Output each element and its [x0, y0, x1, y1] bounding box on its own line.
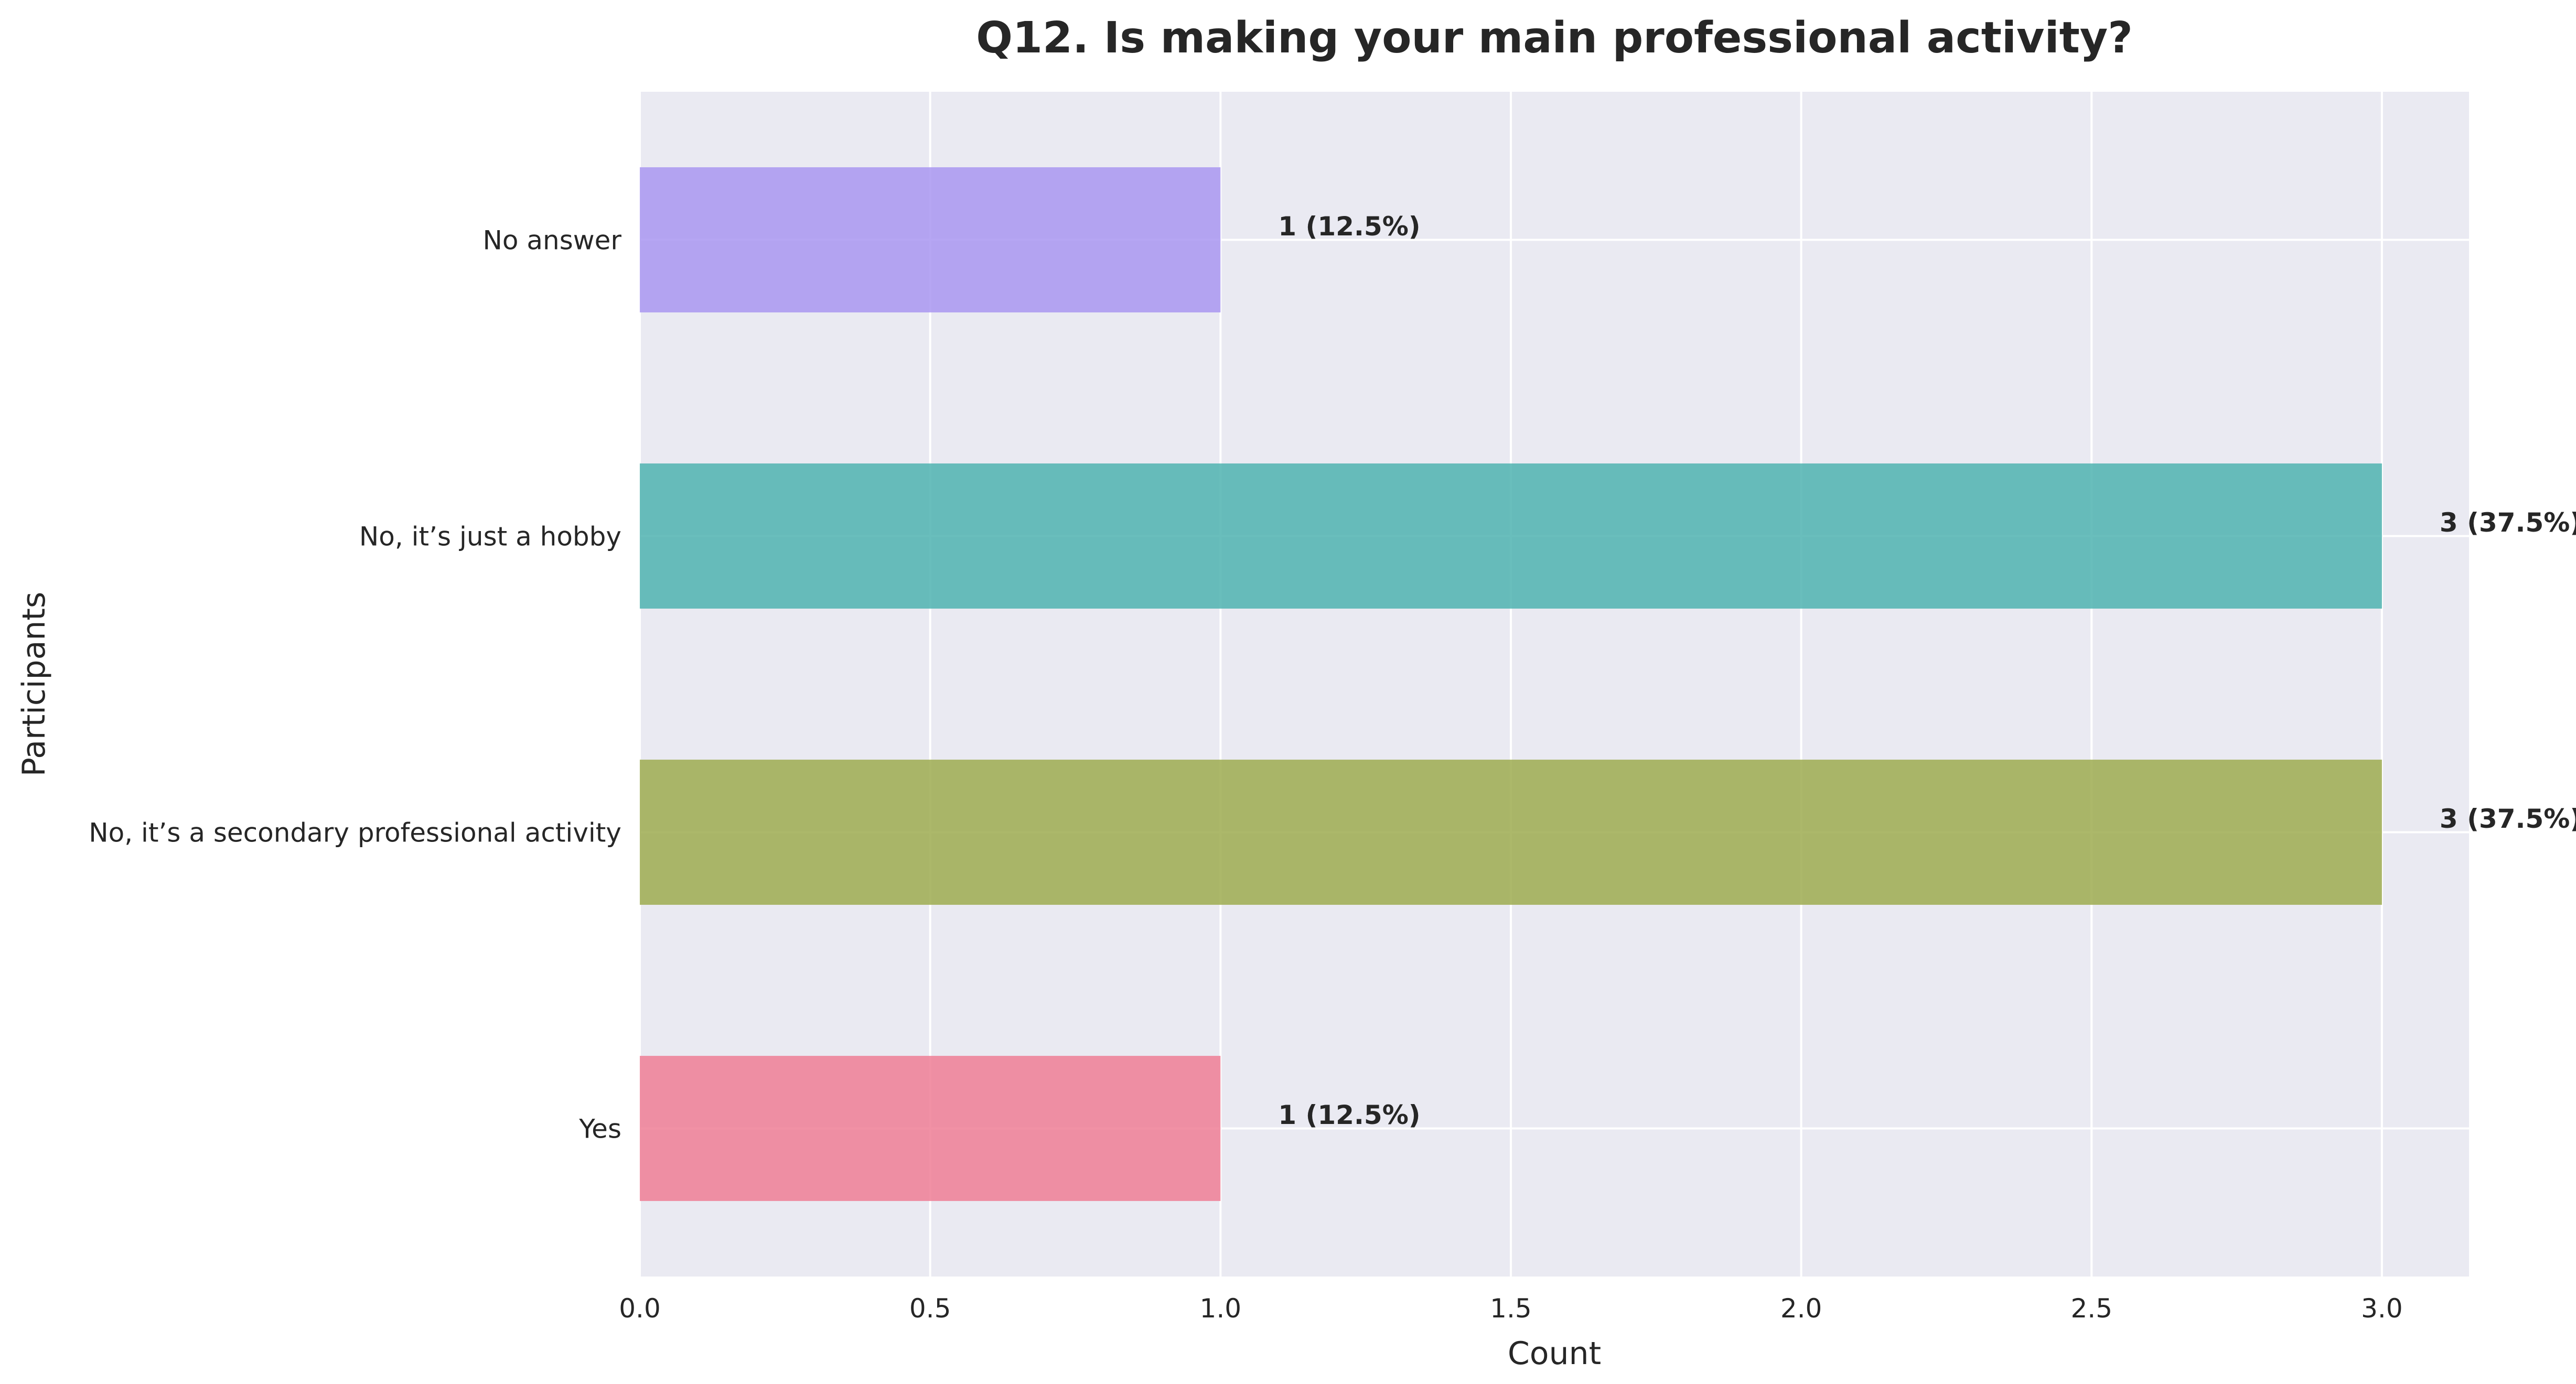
x-axis-ticks: 0.0 0.5 1.0 1.5 2.0 2.5 3.0: [619, 1293, 2402, 1324]
y-tick-label: No answer: [483, 225, 622, 256]
bar-data-label: 1 (12.5%): [1278, 1100, 1420, 1130]
y-tick-label: No, it’s a secondary professional activi…: [89, 818, 621, 848]
bar-data-label: 3 (37.5%): [2440, 507, 2576, 538]
x-tick-label: 2.5: [2070, 1293, 2112, 1324]
x-tick-label: 3.0: [2361, 1293, 2403, 1324]
y-axis-ticks: No answer No, it’s just a hobby No, it’s a…: [89, 225, 621, 1144]
bar-data-label: 1 (12.5%): [1278, 211, 1420, 242]
x-axis-label: Count: [1508, 1335, 1601, 1372]
bar: [640, 760, 2382, 905]
bar-labels: 1 (12.5%) 3 (37.5%) 3 (37.5%) 1 (12.5%): [1278, 211, 2576, 1130]
x-tick-label: 0.5: [909, 1293, 951, 1324]
x-tick-label: 0.0: [619, 1293, 661, 1324]
y-tick-label: Yes: [578, 1114, 621, 1144]
x-tick-label: 2.0: [1780, 1293, 1822, 1324]
y-axis-label: Participants: [16, 592, 52, 776]
chart-title: Q12. Is making your main professional ac…: [976, 13, 2133, 63]
bar: [640, 463, 2382, 609]
x-tick-label: 1.5: [1490, 1293, 1532, 1324]
x-tick-label: 1.0: [1200, 1293, 1242, 1324]
bars: [640, 167, 2382, 1201]
y-tick-label: No, it’s just a hobby: [359, 522, 621, 552]
bar-data-label: 3 (37.5%): [2440, 804, 2576, 834]
bar: [640, 1056, 1221, 1201]
bar: [640, 167, 1221, 312]
